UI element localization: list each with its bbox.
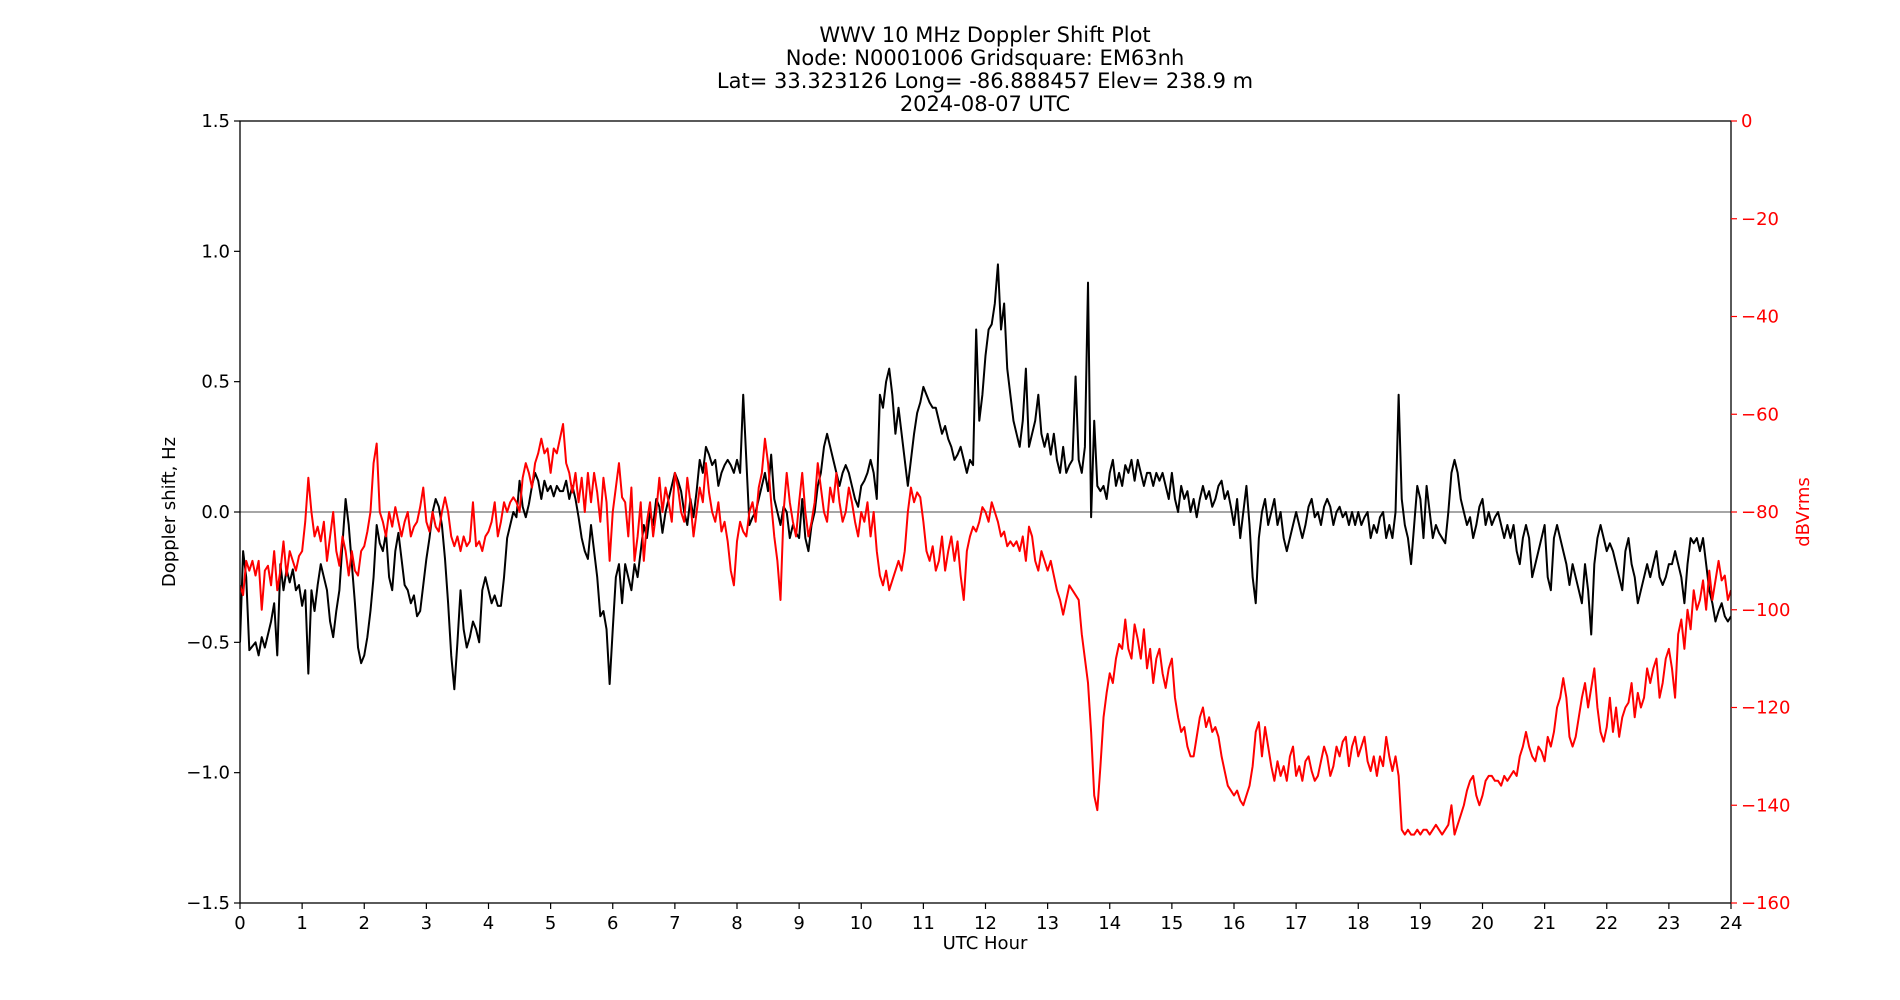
x-axis-label: UTC Hour	[943, 933, 1028, 954]
x-tick-label: 15	[1160, 913, 1183, 934]
x-tick-label: 5	[545, 913, 556, 934]
x-tick-label: 6	[607, 913, 618, 934]
y-right-tick-label: −40	[1741, 307, 1779, 328]
x-tick-label: 9	[793, 913, 804, 934]
x-tick-label: 8	[731, 913, 742, 934]
series-group	[240, 263, 1731, 836]
y-axis-left: −1.5 −1.0 −0.5 0.0 0.5 1.0 1.5	[186, 111, 240, 914]
y-right-tick-label: −80	[1741, 502, 1779, 523]
signal-level-line	[240, 423, 1731, 836]
title-line-4: 2024-08-07 UTC	[900, 92, 1070, 116]
doppler-shift-line	[240, 263, 1731, 691]
y-axis-right: 0 −20 −40 −60 −80 −100 −120 −140 −160	[1731, 111, 1790, 914]
x-tick-label: 22	[1595, 913, 1618, 934]
y-right-tick-label: 0	[1741, 111, 1752, 132]
x-tick-label: 3	[421, 913, 432, 934]
x-tick-label: 2	[359, 913, 370, 934]
y-right-tick-label: −160	[1741, 893, 1790, 914]
x-tick-label: 1	[296, 913, 307, 934]
x-tick-label: 11	[912, 913, 935, 934]
title-line-3: Lat= 33.323126 Long= -86.888457 Elev= 23…	[717, 69, 1253, 93]
y-right-tick-label: −140	[1741, 795, 1790, 816]
x-tick-label: 19	[1409, 913, 1432, 934]
x-tick-label: 23	[1657, 913, 1680, 934]
y-left-tick-label: 0.0	[201, 502, 230, 523]
x-tick-label: 17	[1285, 913, 1308, 934]
y-left-tick-label: 1.5	[201, 111, 230, 132]
x-tick-label: 20	[1471, 913, 1494, 934]
y-right-tick-label: −100	[1741, 600, 1790, 621]
x-tick-label: 4	[483, 913, 494, 934]
x-tick-label: 18	[1347, 913, 1370, 934]
y-right-tick-label: −120	[1741, 698, 1790, 719]
y-axis-left-label: Doppler shift, Hz	[159, 437, 180, 587]
y-right-tick-label: −20	[1741, 209, 1779, 230]
x-tick-label: 16	[1223, 913, 1246, 934]
title-line-2: Node: N0001006 Gridsquare: EM63nh	[786, 46, 1185, 70]
chart-title: WWV 10 MHz Doppler Shift Plot Node: N000…	[717, 23, 1253, 116]
x-tick-label: 7	[669, 913, 680, 934]
x-tick-label: 0	[234, 913, 245, 934]
y-left-tick-label: −0.5	[186, 632, 230, 653]
x-axis: 0 1 2 3 4 5 6 7 8 9 10 11 12 13 14 15 16 17 18 19 20 21 22 23 24	[234, 903, 1742, 934]
x-tick-label: 21	[1533, 913, 1556, 934]
y-left-tick-label: 1.0	[201, 241, 230, 262]
y-left-tick-label: −1.5	[186, 893, 230, 914]
y-left-tick-label: 0.5	[201, 372, 230, 393]
y-right-tick-label: −60	[1741, 404, 1779, 425]
x-tick-label: 13	[1036, 913, 1059, 934]
title-line-1: WWV 10 MHz Doppler Shift Plot	[819, 23, 1150, 47]
x-tick-label: 24	[1720, 913, 1743, 934]
x-tick-label: 12	[974, 913, 997, 934]
x-tick-label: 10	[850, 913, 873, 934]
y-axis-right-label: dBVrms	[1793, 477, 1814, 547]
y-left-tick-label: −1.0	[186, 763, 230, 784]
x-tick-label: 14	[1098, 913, 1121, 934]
